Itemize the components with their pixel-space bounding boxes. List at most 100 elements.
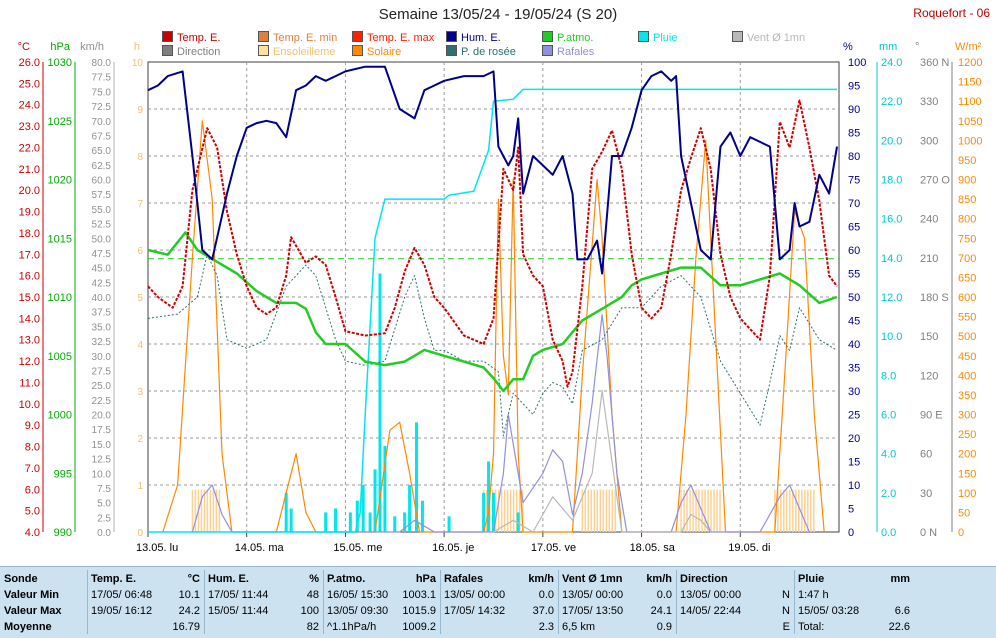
rain-bar [284,492,288,532]
rain-bar [334,508,338,532]
wind-tick-label: 30.0 [92,352,112,363]
sun-tick-label: 0 [137,528,143,539]
legend-item: Vent Ø 1mn [732,31,805,44]
rain-bar [408,485,412,532]
solar-tick-label: 700 [958,253,976,265]
wind-tick-label: 40.0 [92,293,112,304]
chart-title: Semaine 13/05/24 - 19/05/24 (S 20) [378,6,618,23]
sun-tick-label: 2 [137,434,143,445]
stats-table: Sonde Valeur Min Valeur Max Moyenne Temp. E.… [0,566,996,638]
column-name: Pluie [798,573,825,585]
stat-date: 19/05/ 16:12 [91,605,153,617]
stat-value: 48 [306,589,319,601]
wind-tick-label: 35.0 [92,322,112,333]
stat-date: 17/05/ 06:48 [91,589,153,601]
hum-tick-label: 100 [848,57,866,69]
stat-row-avg: Total: 22.6 [798,619,916,635]
rain-bar [378,273,382,532]
legend-item: Rafales [542,45,594,58]
stat-value: 24.2 [178,605,200,617]
stat-row-max: 15/05/ 03:28 6.6 [798,603,916,619]
stat-value: 0.9 [656,621,672,633]
stat-date: 17/05/ 13:50 [562,605,624,617]
legend-swatch [352,45,363,56]
stat-row-avg: E [680,619,796,635]
solar-tick-label: 900 [958,175,976,187]
stat-column: Direction 13/05/ 00:00 N 14/05/ 22:44 N E [680,571,796,635]
solar-tick-label: 800 [958,214,976,226]
wind-tick-label: 67.5 [92,131,112,142]
dir-tick-label: 30 [920,488,932,500]
hum-tick-label: 0 [848,527,854,539]
series-line-temp-e- [147,99,838,388]
rain-bar [393,516,397,532]
pressure-tick-label: 1020 [48,175,72,187]
wind-tick-label: 47.5 [92,249,112,260]
hum-tick-label: 75 [848,175,860,187]
pressure-axis-unit: hPa [50,41,70,53]
column-header: Rafales km/h [444,571,560,587]
solar-tick-label: 200 [958,449,976,461]
wind-tick-label: 62.5 [92,161,112,172]
temp-tick-label: 16.0 [19,271,40,283]
column-separator [558,570,559,634]
sun-tick-label: 1 [137,481,143,492]
pressure-tick-label: 1015 [48,233,72,245]
pressure-tick-label: 1005 [48,351,72,363]
sun-tick-label: 5 [137,293,143,304]
column-header: P.atmo. hPa [327,571,442,587]
solar-tick-label: 600 [958,292,976,304]
wind-tick-label: 32.5 [92,337,112,348]
stat-column: Pluie mm 1:47 h 15/05/ 03:28 6.6 Total: 22.6 [798,571,916,635]
column-name: Temp. E. [91,573,137,585]
column-header: Pluie mm [798,571,916,587]
pressure-tick-label: 1025 [48,116,72,128]
solar-tick-label: 1150 [958,77,982,89]
stat-value: 10.1 [178,589,200,601]
temp-tick-label: 11.0 [19,377,40,389]
legend-swatch [732,31,743,42]
wind-tick-label: 5.0 [97,499,111,510]
solar-tick-label: 50 [958,507,970,519]
hum-tick-label: 50 [848,292,860,304]
x-tick-label: 13.05. lu [136,542,178,554]
wind-tick-label: 27.5 [92,366,112,377]
temp-tick-label: 25.0 [19,78,40,90]
wind-tick-label: 15.0 [92,440,112,451]
temp-tick-label: 14.0 [19,313,40,325]
dir-tick-label: 270 O [920,175,950,187]
series-line-solaire [162,120,825,533]
stat-date: 16/05/ 15:30 [327,589,389,601]
dir-tick-label: 300 [920,135,938,147]
rain-tick-label: 8.0 [881,370,896,382]
dir-axis-unit: ° [915,41,919,53]
stat-date: 13/05/ 09:30 [327,605,389,617]
legend-item: Solaire [352,45,401,58]
stat-row-max: 17/05/ 13:50 24.1 [562,603,678,619]
series-line-rafales [191,314,810,533]
legend-label: Vent Ø 1mn [747,32,806,44]
solar-tick-label: 150 [958,468,976,480]
x-tick-label: 15.05. me [333,542,382,554]
rain-bar [516,512,520,532]
hum-tick-label: 10 [848,480,860,492]
hum-tick-label: 60 [848,245,860,257]
rain-bar [289,508,293,532]
legend-swatch [446,45,457,56]
legend-label: P. de rosée [461,46,516,58]
stat-value: 37.0 [532,605,554,617]
column-separator [676,570,677,634]
pressure-tick-label: 990 [54,527,72,539]
stat-value: 0.0 [656,589,672,601]
column-header: Hum. E.% [208,571,325,587]
stat-row-min: 16/05/ 15:30 1003.1 [327,587,442,603]
temp-tick-label: 9.0 [25,420,40,432]
rain-bar [415,422,419,532]
pressure-tick-label: 1000 [48,410,72,422]
wind-tick-label: 42.5 [92,278,112,289]
dir-tick-label: 0 N [920,527,937,539]
series-line-p-de-ros-e [147,253,838,437]
stat-value: 22.6 [888,621,910,633]
wind-tick-label: 12.5 [92,455,112,466]
wind-tick-label: 55.0 [92,205,112,216]
